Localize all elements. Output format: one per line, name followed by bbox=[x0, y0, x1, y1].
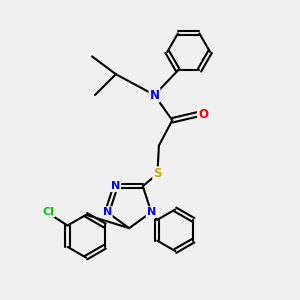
Text: N: N bbox=[147, 207, 156, 217]
Text: O: O bbox=[198, 108, 208, 121]
Text: Cl: Cl bbox=[42, 206, 54, 217]
Text: N: N bbox=[111, 181, 120, 191]
Text: N: N bbox=[103, 207, 112, 217]
Text: N: N bbox=[149, 88, 160, 101]
Text: S: S bbox=[153, 167, 162, 180]
